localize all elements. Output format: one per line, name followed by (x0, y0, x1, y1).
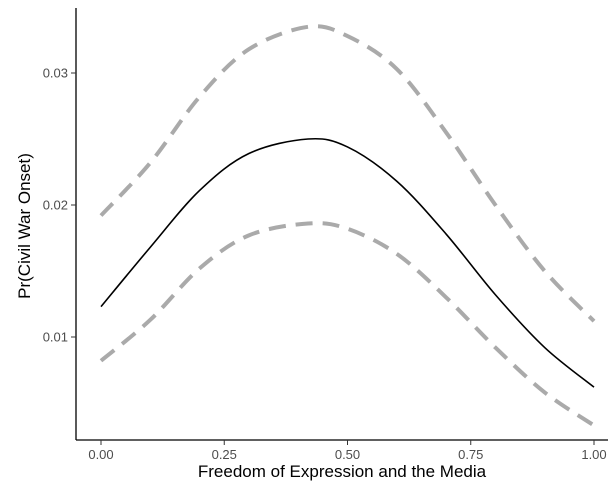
x-tick-label: 0.75 (458, 447, 483, 462)
x-tick-label: 1.00 (581, 447, 606, 462)
x-tick-label: 0.25 (212, 447, 237, 462)
x-axis-title: Freedom of Expression and the Media (198, 462, 487, 481)
series-line-lower (99, 221, 596, 428)
y-ticks: 0.01 0.02 0.03 (43, 66, 76, 345)
series-layer (99, 24, 596, 428)
x-ticks: 0.00 0.25 0.50 0.75 1.00 (88, 440, 607, 462)
y-tick-label: 0.01 (43, 330, 68, 345)
x-tick-label: 0.50 (335, 447, 360, 462)
y-tick-label: 0.03 (43, 66, 68, 81)
x-tick-label: 0.00 (88, 447, 113, 462)
series-line-upper (99, 24, 596, 323)
y-tick-label: 0.02 (43, 198, 68, 213)
plot-area: 0.00 0.25 0.50 0.75 1.00 0.01 0.02 0.03 (43, 8, 608, 462)
y-axis-title: Pr(Civil War Onset) (15, 153, 34, 299)
series-line-estimate (100, 137, 595, 388)
